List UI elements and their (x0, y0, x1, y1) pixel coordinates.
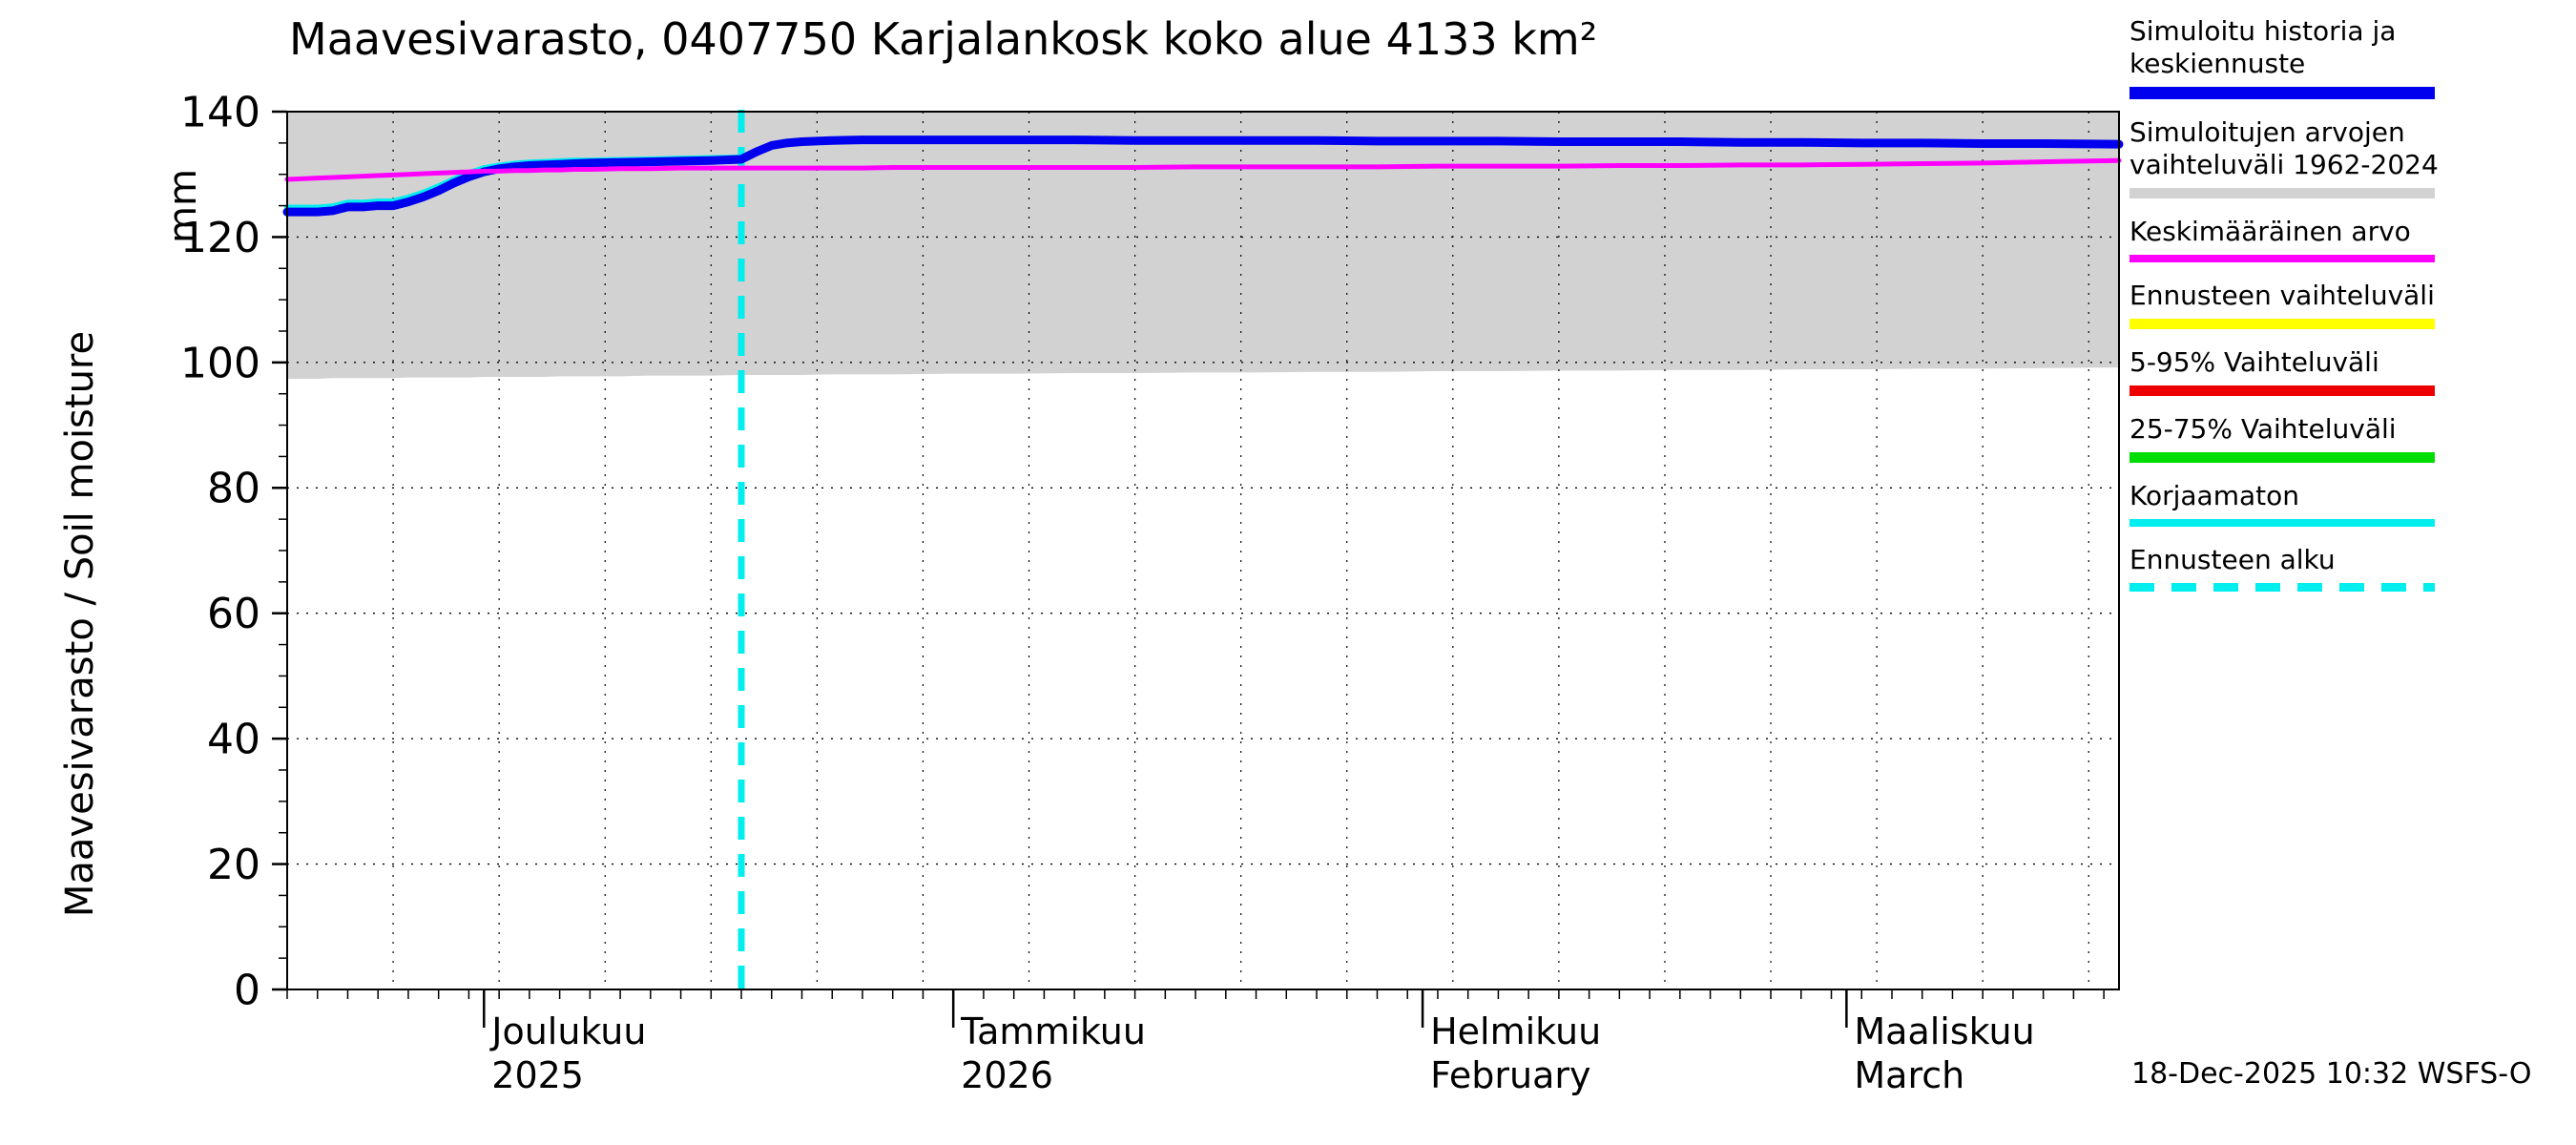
legend-swatch-dashed-line (2129, 583, 2435, 592)
x-axis-month-label: Helmikuu February (1430, 1010, 1601, 1097)
y-axis-tick-label: 140 (180, 88, 260, 136)
legend-item: Ennusteen vaihteluväli (2129, 280, 2568, 329)
x-axis-month-label: Joulukuu 2025 (491, 1010, 646, 1097)
month-sub-label: 2025 (491, 1054, 584, 1096)
legend-swatch-line (2129, 255, 2435, 262)
y-axis-tick-label: 40 (207, 716, 260, 764)
legend-label: 5-95% Vaihteluväli (2129, 346, 2379, 378)
legend-item: Korjaamaton (2129, 480, 2568, 527)
legend-label: Simuloitu historia ja keskiennuste (2129, 15, 2397, 79)
legend-label: Simuloitujen arvojen vaihteluväli 1962-2… (2129, 116, 2439, 180)
y-axis-tick-label: 120 (180, 214, 260, 262)
legend-item: Simuloitu historia ja keskiennuste (2129, 15, 2568, 99)
y-axis-tick-label: 20 (207, 841, 260, 889)
legend-item: Ennusteen alku (2129, 544, 2568, 592)
y-axis-tick-label: 100 (180, 339, 260, 387)
legend-swatch-line (2129, 87, 2435, 99)
y-axis-label: Maavesivarasto / Soil moisture (58, 330, 102, 918)
x-axis-month-label: Tammikuu 2026 (961, 1010, 1146, 1097)
legend-item: Simuloitujen arvojen vaihteluväli 1962-2… (2129, 116, 2568, 198)
month-name: Tammikuu (961, 1010, 1146, 1052)
y-axis-tick-label: 60 (207, 590, 260, 638)
month-sub-label: 2026 (961, 1054, 1053, 1096)
timestamp: 18-Dec-2025 10:32 WSFS-O (2131, 1057, 2532, 1091)
month-sub-label: February (1430, 1054, 1591, 1096)
month-name: Helmikuu (1430, 1010, 1602, 1052)
legend-label: Ennusteen vaihteluväli (2129, 280, 2435, 311)
legend-item: 5-95% Vaihteluväli (2129, 346, 2568, 396)
month-sub-label: March (1854, 1054, 1965, 1096)
legend-swatch-line (2129, 188, 2435, 198)
legend-label: Ennusteen alku (2129, 544, 2336, 575)
month-name: Maaliskuu (1854, 1010, 2035, 1052)
legend-label: 25-75% Vaihteluväli (2129, 413, 2397, 445)
legend-label: Keskimääräinen arvo (2129, 216, 2411, 247)
y-axis-tick-label: 0 (234, 966, 260, 1014)
series-keskimaarainen-arvo (284, 157, 2122, 182)
y-axis-tick-label: 80 (207, 465, 260, 513)
legend-swatch-line (2129, 385, 2435, 396)
legend-item: 25-75% Vaihteluväli (2129, 413, 2568, 463)
legend-swatch-line (2129, 519, 2435, 527)
legend-label: Korjaamaton (2129, 480, 2299, 511)
band-simulated-range (287, 112, 2119, 379)
x-axis-month-label: Maaliskuu March (1854, 1010, 2034, 1097)
y-axis-unit-label: mm (161, 169, 205, 243)
series-simuloitu-keskiennuste (282, 135, 2124, 217)
legend: Simuloitu historia ja keskiennuste Simulo… (2129, 15, 2568, 609)
legend-swatch-line (2129, 452, 2435, 463)
legend-swatch-line (2129, 319, 2435, 329)
legend-item: Keskimääräinen arvo (2129, 216, 2568, 262)
month-name: Joulukuu (491, 1010, 647, 1052)
chart-title: Maavesivarasto, 0407750 Karjalankosk kok… (289, 13, 1598, 65)
